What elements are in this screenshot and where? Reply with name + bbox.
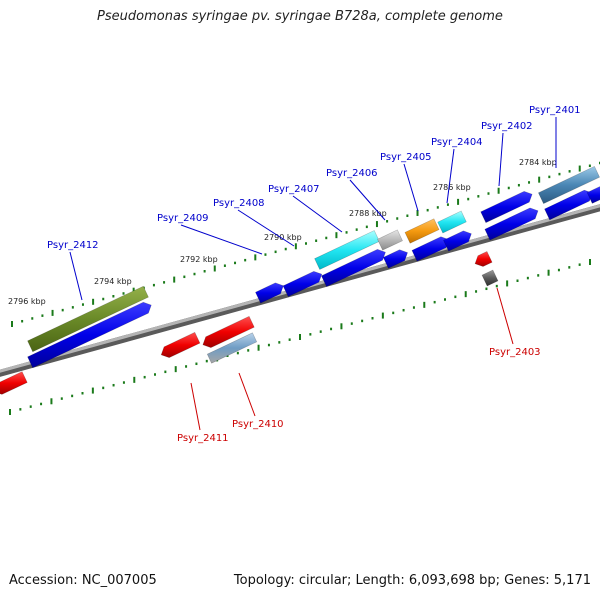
reverse-gene [474,251,493,267]
feature-block-gray [377,229,403,251]
forward-gene [382,249,408,269]
feature-block-olive [27,285,149,353]
gene-label-leader [190,382,201,431]
forward-gene [480,191,533,224]
accession-label: Accession: NC_007005 [9,573,157,588]
scale-label: 2784 kbp [519,158,557,167]
gene-label: Psyr_2406 [326,168,378,179]
gene-label: Psyr_2411 [177,433,229,444]
gene-label: Psyr_2407 [268,184,320,195]
gene-label-leader [292,195,343,233]
gene-label: Psyr_2405 [380,152,432,163]
feature-block-cyan [437,210,467,234]
gene-label-leader [498,132,504,187]
feature-block-orange [404,218,440,244]
gene-label-leader [180,224,263,255]
forward-gene [586,186,600,204]
reverse-gene [202,315,255,348]
gene-label: Psyr_2403 [489,347,541,358]
forward-gene [27,301,152,369]
scale-label: 2794 kbp [94,277,132,286]
forward-gene [321,249,386,288]
map-title: Pseudomonas syringae pv. syringae B728a,… [97,9,503,24]
scale-label: 2796 kbp [8,297,46,306]
gene-label-leader [237,209,295,247]
gene-label-leader [403,163,419,212]
gene-label-leader [446,148,455,204]
gene-label-leader [496,287,514,345]
scale-label: 2786 kbp [433,183,471,192]
gene-label: Psyr_2401 [529,105,581,116]
forward-gene [484,207,539,241]
gene-label-leader [238,372,256,417]
gene-label: Psyr_2412 [47,240,99,251]
reverse-feature-block-dark [481,269,499,287]
forward-gene [443,230,472,252]
gene-label: Psyr_2409 [157,213,209,224]
gene-label: Psyr_2402 [481,121,533,132]
gene-label: Psyr_2408 [213,198,265,209]
gene-label: Psyr_2410 [232,419,284,430]
forward-gene [255,282,284,304]
forward-gene [282,270,323,298]
scale-label: 2790 kbp [264,233,302,242]
reverse-feature-block [206,332,258,364]
scale-label: 2788 kbp [349,209,387,218]
topology-label: Topology: circular; Length: 6,093,698 bp… [233,573,591,588]
gene-label-leader [69,251,83,301]
reverse-gene [160,331,201,359]
reverse-gene [0,371,28,395]
gene-label-leader [349,179,386,221]
scale-label: 2792 kbp [180,255,218,264]
gene-label: Psyr_2404 [431,137,483,148]
